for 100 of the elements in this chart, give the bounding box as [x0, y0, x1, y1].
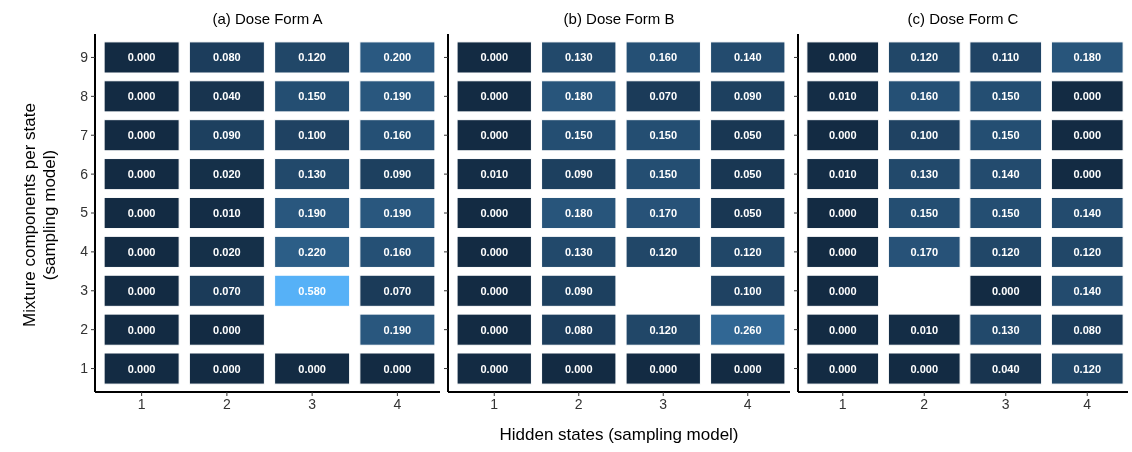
data-label: 0.080 [213, 51, 241, 64]
data-label: 0.120 [649, 245, 678, 258]
chart-title: (b) Dose Form B [563, 10, 675, 27]
data-label: 0.000 [480, 323, 509, 336]
data-label: 0.130 [564, 51, 593, 64]
data-label: 0.000 [480, 245, 509, 258]
data-label: 0.000 [564, 362, 593, 375]
x-tick-label: 3 [659, 395, 668, 412]
data-label: 0.050 [733, 168, 762, 181]
data-label: 0.150 [991, 207, 1020, 219]
data-label: 0.090 [564, 168, 593, 181]
data-label: 0.000 [828, 323, 857, 336]
data-label: 0.000 [127, 129, 156, 142]
y-axis-title: Mixture components per state (sampling model) [20, 103, 59, 327]
data-label: 0.260 [733, 323, 762, 336]
data-label: 0.000 [828, 51, 857, 64]
data-label: 0.050 [733, 207, 762, 219]
x-tick-label: 3 [308, 395, 317, 412]
data-label: 0.080 [1073, 323, 1102, 336]
data-label: 0.000 [828, 207, 857, 219]
data-label: 0.000 [910, 362, 939, 375]
data-label: 0.000 [480, 129, 509, 142]
data-label: 0.140 [733, 51, 762, 64]
data-label: 0.000 [127, 284, 156, 297]
y-tick-label: 7 [80, 126, 89, 143]
data-label: 0.080 [564, 323, 593, 336]
data-label: 0.580 [298, 284, 326, 297]
data-label: 0.190 [383, 323, 412, 336]
data-label: 0.120 [649, 323, 678, 336]
data-label: 0.090 [564, 284, 593, 297]
y-tick-label: 1 [80, 360, 89, 377]
data-label: 0.120 [1073, 245, 1102, 258]
data-label: 0.000 [1073, 168, 1102, 181]
data-label: 0.110 [992, 51, 1020, 64]
data-label: 0.100 [910, 129, 939, 142]
data-label: 0.010 [480, 168, 509, 181]
data-label: 0.010 [213, 207, 241, 219]
data-label: 0.120 [1073, 362, 1102, 375]
data-label: 0.000 [480, 362, 509, 375]
y-tick-label: 6 [80, 165, 89, 182]
data-label: 0.140 [1073, 207, 1102, 219]
data-label: 0.000 [127, 323, 156, 336]
data-label: 0.000 [127, 207, 156, 219]
x-tick-label: 4 [1083, 395, 1092, 412]
data-label: 0.000 [213, 323, 241, 336]
data-label: 0.220 [298, 245, 326, 258]
data-label: 0.040 [213, 90, 241, 103]
data-label: 0.160 [383, 129, 412, 142]
data-label: 0.170 [910, 245, 939, 258]
data-label: 0.090 [733, 90, 762, 103]
x-tick-label: 1 [838, 395, 847, 412]
data-label: 0.000 [127, 245, 156, 258]
data-label: 0.190 [298, 207, 326, 219]
data-label: 0.100 [298, 129, 326, 142]
data-label: 0.150 [991, 90, 1020, 103]
y-tick-label: 2 [80, 321, 89, 338]
y-tick-label: 9 [80, 48, 89, 65]
data-label: 0.150 [649, 129, 678, 142]
data-label: 0.180 [564, 207, 593, 219]
data-label: 0.000 [480, 284, 509, 297]
data-label: 0.190 [383, 207, 412, 219]
data-label: 0.180 [1073, 51, 1102, 64]
data-label: 0.000 [828, 129, 857, 142]
data-label: 0.040 [991, 362, 1020, 375]
x-tick-label: 1 [137, 395, 146, 412]
chart-title: (a) Dose Form A [212, 10, 323, 27]
data-label: 0.070 [213, 284, 241, 297]
data-label: 0.000 [480, 51, 509, 64]
data-label: 0.000 [127, 90, 156, 103]
data-label: 0.000 [991, 284, 1020, 297]
data-label: 0.000 [480, 90, 509, 103]
data-label: 0.180 [564, 90, 593, 103]
data-label: 0.120 [733, 245, 762, 258]
data-label: 0.150 [910, 207, 939, 219]
data-label: 0.120 [991, 245, 1020, 258]
x-tick-label: 1 [490, 395, 499, 412]
data-label: 0.000 [383, 362, 412, 375]
y-tick-label: 8 [80, 87, 89, 104]
data-label: 0.130 [991, 323, 1020, 336]
data-label: 0.010 [828, 168, 857, 181]
data-label: 0.000 [127, 168, 156, 181]
data-label: 0.000 [1073, 129, 1102, 142]
y-tick-label: 5 [80, 204, 89, 221]
data-label: 0.130 [298, 168, 326, 181]
data-label: 0.000 [127, 362, 156, 375]
x-axis-title: Hidden states (sampling model) [499, 425, 739, 444]
data-label: 0.130 [910, 168, 939, 181]
data-label: 0.000 [828, 362, 857, 375]
data-label: 0.020 [213, 168, 241, 181]
data-label: 0.000 [828, 284, 857, 297]
data-label: 0.170 [649, 207, 678, 219]
data-label: 0.050 [733, 129, 762, 142]
data-label: 0.000 [480, 207, 509, 219]
data-label: 0.000 [127, 51, 156, 64]
y-tick-label: 4 [80, 243, 89, 260]
x-tick-label: 4 [743, 395, 752, 412]
data-label: 0.010 [828, 90, 857, 103]
data-label: 0.150 [649, 168, 678, 181]
data-label: 0.140 [1073, 284, 1102, 297]
data-label: 0.070 [649, 90, 678, 103]
